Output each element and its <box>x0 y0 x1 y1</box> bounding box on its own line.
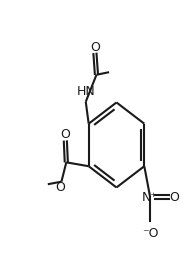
Text: N⁺: N⁺ <box>142 191 158 204</box>
Text: O: O <box>90 41 100 54</box>
Text: O: O <box>60 128 70 141</box>
Text: O: O <box>169 191 179 204</box>
Text: O: O <box>55 181 65 194</box>
Text: ⁻O: ⁻O <box>142 227 158 240</box>
Text: HN: HN <box>76 85 95 98</box>
